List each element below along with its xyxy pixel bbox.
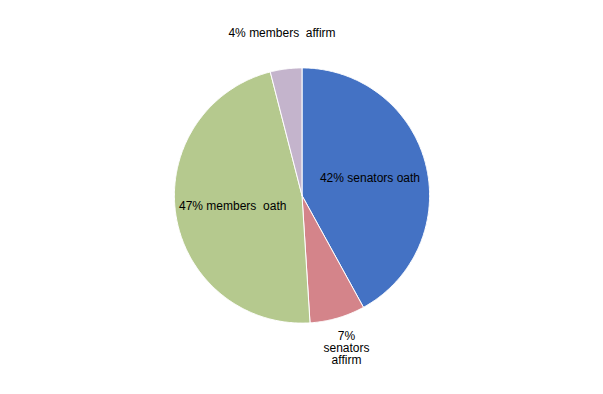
svg-text:47% members oath: 47% members oath [179, 199, 286, 213]
svg-text:7%senatorsaffirm: 7%senatorsaffirm [323, 329, 369, 367]
svg-text:4% members affirm: 4% members affirm [228, 26, 335, 40]
svg-text:42% senators oath: 42% senators oath [320, 171, 420, 185]
